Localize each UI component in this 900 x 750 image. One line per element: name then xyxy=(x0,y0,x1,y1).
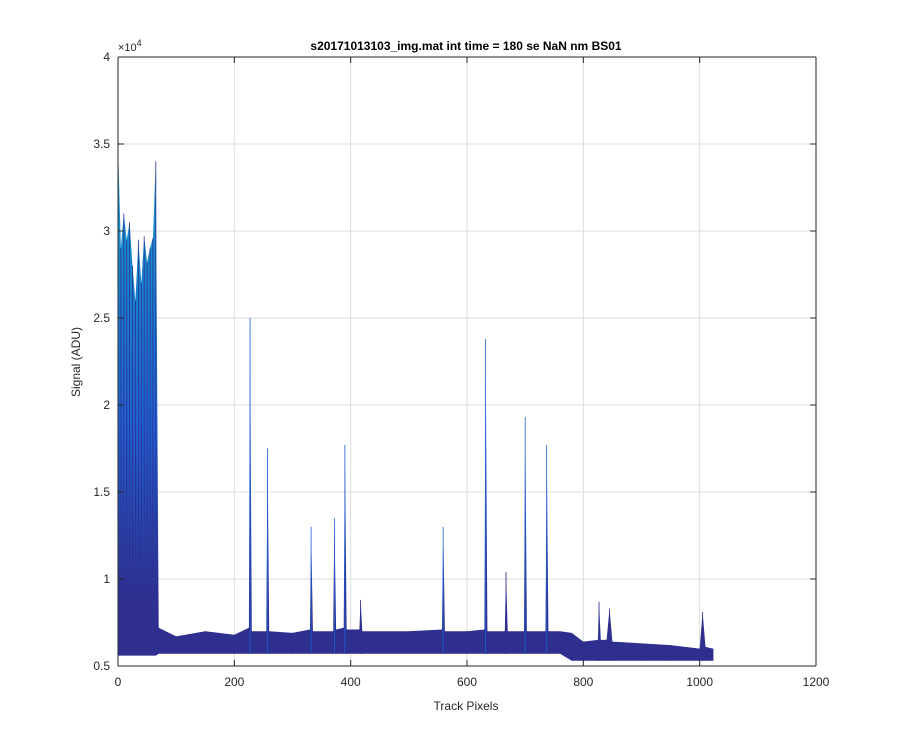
y-tick-label: 3.5 xyxy=(93,137,110,151)
y-tick-label: 1.5 xyxy=(93,485,110,499)
x-tick-label: 400 xyxy=(341,675,361,689)
y-tick-label: 1 xyxy=(103,572,110,586)
x-tick-labels: 0 200 400 600 800 1000 1200 xyxy=(115,675,830,689)
x-tick-label: 600 xyxy=(457,675,477,689)
x-tick-label: 1200 xyxy=(803,675,830,689)
x-tick-label: 200 xyxy=(224,675,244,689)
y-tick-labels: 0.5 1 1.5 2 2.5 3 3.5 4 xyxy=(93,50,110,673)
axes xyxy=(117,56,817,667)
y-tick-label: 2.5 xyxy=(93,311,110,325)
x-tick-label: 0 xyxy=(115,675,122,689)
y-axis-label: Signal (ADU) xyxy=(69,327,83,397)
grid-lines xyxy=(118,56,817,666)
y-tick-label: 4 xyxy=(103,50,110,64)
y-tick-label: 0.5 xyxy=(93,659,110,673)
y-tick-label: 3 xyxy=(103,224,110,238)
chart-title: s20171013103_img.mat int time = 180 se N… xyxy=(310,39,622,53)
x-tick-label: 1000 xyxy=(686,675,713,689)
y-tick-label: 2 xyxy=(103,398,110,412)
y-exponent-multiplier: ×104 xyxy=(118,38,142,54)
x-tick-label: 800 xyxy=(573,675,593,689)
x-axis-label: Track Pixels xyxy=(434,699,499,713)
